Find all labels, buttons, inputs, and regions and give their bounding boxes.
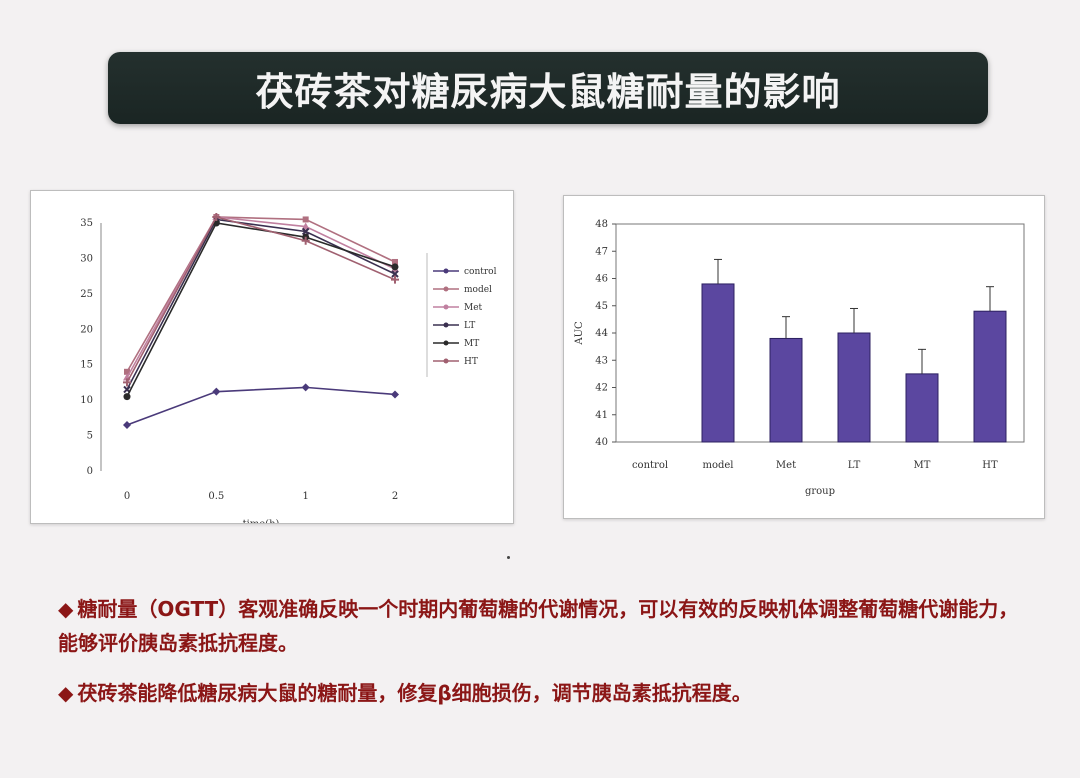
legend-marker (443, 268, 449, 274)
data-point (391, 263, 399, 271)
bullet-text: 茯砖茶能降低糖尿病大鼠的糖耐量，修复β细胞损伤，调节胰岛素抵抗程度。 (77, 681, 752, 705)
y-tick-label: 10 (80, 395, 93, 406)
bullet-text: 糖耐量（OGTT）客观准确反映一个时期内葡萄糖的代谢情况，可以有效的反映机体调整… (58, 597, 1019, 655)
data-point (301, 383, 310, 392)
data-point (391, 390, 399, 399)
data-point (391, 275, 399, 284)
series-line-control (126, 386, 396, 426)
x-tick-label: control (632, 460, 668, 471)
x-tick-label: 1 (302, 491, 308, 502)
bullet-item: ◆ 茯砖茶能降低糖尿病大鼠的糖耐量，修复β细胞损伤，调节胰岛素抵抗程度。 (58, 676, 1038, 710)
y-axis-label: AUC (574, 321, 585, 346)
slide-title-bar: 茯砖茶对糖尿病大鼠糖耐量的影响 (108, 52, 988, 124)
slide-title: 茯砖茶对糖尿病大鼠糖耐量的影响 (255, 69, 841, 114)
y-tick-label: 48 (595, 219, 608, 230)
series-line-MT (126, 222, 396, 397)
x-tick-label: 0.5 (208, 491, 224, 502)
bar-MT (905, 373, 939, 443)
y-tick-label: 30 (80, 253, 93, 264)
y-tick-label: 47 (595, 246, 608, 257)
bar-Met (769, 337, 803, 443)
legend-marker (443, 304, 449, 310)
data-point (392, 258, 398, 265)
data-point (124, 368, 130, 375)
y-tick-label: 25 (80, 289, 93, 300)
data-point (123, 378, 131, 387)
legend-marker (443, 358, 449, 364)
plot-frame (615, 223, 1025, 443)
series-line-model (126, 216, 396, 373)
data-point (301, 236, 310, 245)
ogtt-line-chart: 0 5 10 15 20 25 30 35 0 0.5 1 2 time(h) control model M… (80, 213, 497, 523)
series-line-HT (126, 216, 396, 383)
auc-bar-chart: 40 41 42 43 44 45 46 47 48 AUC control model Met LT MT… (574, 219, 1025, 497)
bar-HT (973, 310, 1007, 443)
y-tick-label: 42 (595, 383, 608, 394)
bar-model (701, 283, 735, 443)
y-tick-label: 15 (80, 360, 93, 371)
y-tick-label: 45 (595, 301, 608, 312)
y-tick-label: 46 (595, 274, 608, 285)
legend-label: model (464, 285, 492, 295)
legend-marker (443, 322, 449, 328)
legend-label: LT (464, 321, 475, 331)
bar-LT (837, 332, 871, 443)
y-tick-label: 41 (595, 410, 608, 421)
y-tick-label: 35 (80, 218, 93, 229)
series-line-Met (126, 216, 396, 378)
ogtt-line-chart-panel: 0 5 10 15 20 25 30 35 0 0.5 1 2 time(h) control model M… (30, 190, 514, 524)
x-tick-label: 0 (124, 491, 130, 502)
x-tick-label: model (702, 460, 733, 471)
legend-marker (443, 340, 449, 346)
legend-label: HT (464, 357, 478, 367)
y-tick-label: 43 (595, 355, 608, 366)
y-tick-label: 44 (595, 328, 608, 339)
bullet-item: ◆ 糖耐量（OGTT）客观准确反映一个时期内葡萄糖的代谢情况，可以有效的反映机体调… (58, 592, 1038, 660)
y-tick-label: 20 (80, 324, 93, 335)
x-tick-label: HT (982, 460, 998, 471)
x-tick-label: MT (914, 460, 931, 471)
y-tick-label: 40 (595, 437, 608, 448)
bullet-list: ◆ 糖耐量（OGTT）客观准确反映一个时期内葡萄糖的代谢情况，可以有效的反映机体调… (58, 592, 1038, 726)
x-axis-label: time(h) (243, 519, 280, 523)
legend-label: MT (464, 339, 479, 349)
data-point (123, 393, 131, 401)
legend-label: control (464, 267, 497, 277)
x-tick-label: Met (776, 460, 796, 471)
y-tick-label: 5 (87, 431, 93, 442)
data-point (301, 222, 310, 230)
data-point (123, 420, 131, 429)
data-point (301, 227, 310, 236)
y-tick-label: 0 (87, 466, 93, 477)
diamond-icon: ◆ (58, 681, 74, 705)
diamond-icon: ◆ (58, 597, 74, 621)
stray-dot (507, 556, 510, 559)
legend-label: Met (464, 303, 483, 313)
x-axis-label: group (805, 486, 835, 497)
data-point (212, 213, 221, 221)
data-point (302, 216, 309, 223)
data-point (391, 270, 399, 278)
data-point (212, 387, 221, 396)
auc-bar-chart-panel: 40 41 42 43 44 45 46 47 48 AUC control model Met LT MT… (563, 195, 1045, 519)
x-tick-label: LT (848, 460, 861, 471)
legend-marker (443, 286, 449, 292)
x-tick-label: 2 (392, 491, 398, 502)
